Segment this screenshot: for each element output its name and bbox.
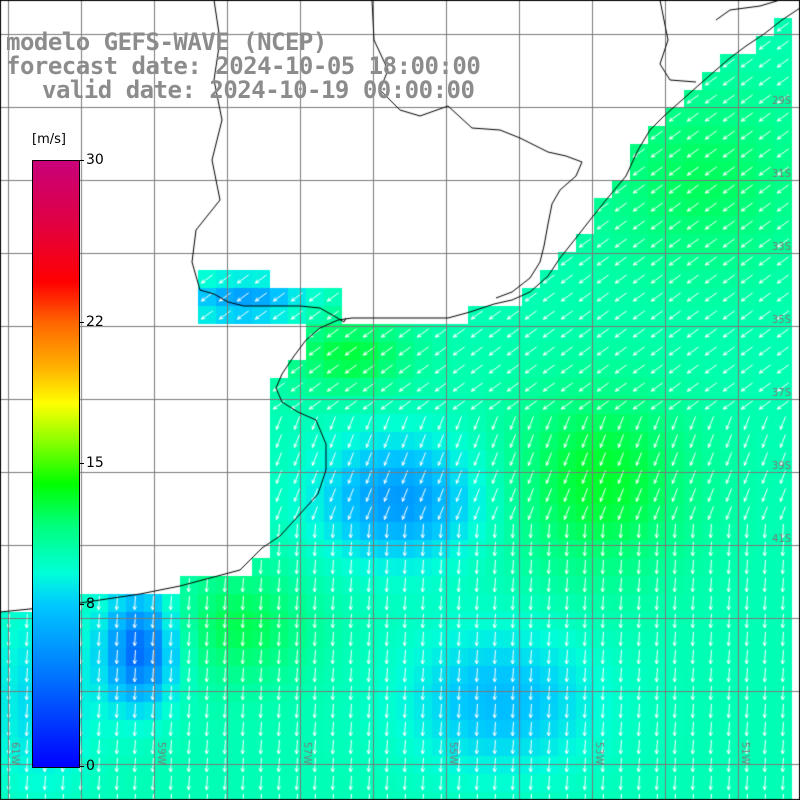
colorbar-label: 0 <box>86 758 95 774</box>
colorbar-unit: [m/s] <box>32 132 66 147</box>
colorbar-tick <box>79 604 84 606</box>
colorbar-tick <box>79 766 84 767</box>
colorbar-tick <box>79 321 84 323</box>
colorbar-label: 15 <box>86 455 104 471</box>
colorbar <box>32 160 80 768</box>
colorbar-tick <box>79 463 84 464</box>
colorbar-label: 30 <box>86 152 104 168</box>
colorbar-label: 22 <box>86 313 104 330</box>
colorbar-label: 8 <box>86 596 95 613</box>
colorbar-tick <box>79 160 84 161</box>
